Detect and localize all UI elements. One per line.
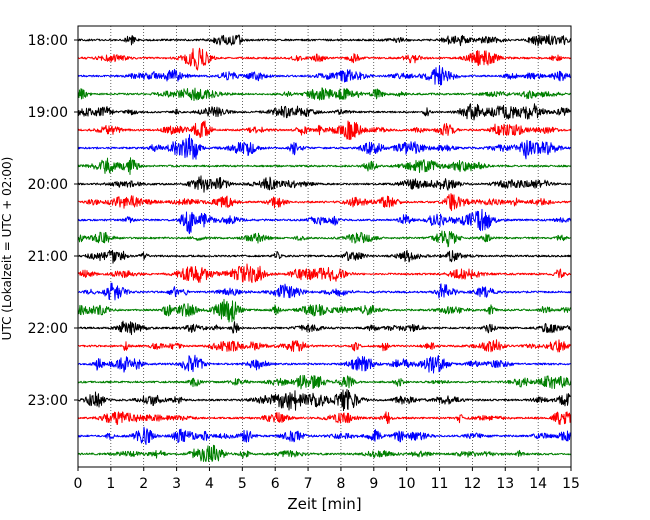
- trace-rows: [77, 34, 572, 462]
- x-tick-label-6: 6: [271, 476, 280, 492]
- trace-row-2100: [77, 249, 572, 264]
- x-axis-ticks: 0 1 2 3 4 5 6 7 8 9 10 11 12 13 14 15: [74, 467, 580, 492]
- trace-row-2245: [77, 374, 572, 390]
- x-tick-label-2: 2: [139, 476, 148, 492]
- y-tick-label-21:00: 21:00: [28, 249, 68, 265]
- trace-row-2000: [77, 175, 572, 193]
- x-tick-label-12: 12: [463, 476, 481, 492]
- y-tick-label-20:00: 20:00: [28, 177, 68, 193]
- x-tick-label-14: 14: [529, 476, 547, 492]
- x-tick-label-9: 9: [369, 476, 378, 492]
- trace-row-2330: [77, 426, 572, 445]
- trace-row-2200: [77, 320, 572, 336]
- trace-row-2230: [77, 354, 572, 374]
- trace-row-2115: [77, 263, 572, 284]
- trace-row-1930: [77, 134, 572, 160]
- trace-row-2345: [77, 444, 572, 462]
- y-axis-label: UTC (Lokalzeit = UTC + 02:00): [0, 157, 14, 341]
- trace-row-1945: [77, 157, 572, 176]
- trace-row-2315: [77, 411, 572, 426]
- x-tick-label-3: 3: [172, 476, 181, 492]
- y-tick-label-18:00: 18:00: [28, 33, 68, 49]
- y-tick-label-23:00: 23:00: [28, 393, 68, 409]
- trace-row-1800: [77, 34, 572, 47]
- x-tick-label-10: 10: [398, 476, 416, 492]
- trace-row-1900: [77, 103, 572, 121]
- x-tick-label-11: 11: [431, 476, 449, 492]
- x-tick-label-5: 5: [238, 476, 247, 492]
- y-tick-label-22:00: 22:00: [28, 321, 68, 337]
- trace-row-2015: [77, 193, 572, 212]
- trace-row-2130: [77, 282, 572, 301]
- x-tick-label-1: 1: [106, 476, 115, 492]
- x-tick-label-7: 7: [304, 476, 313, 492]
- trace-row-1845: [77, 87, 572, 102]
- x-tick-label-0: 0: [74, 476, 83, 492]
- trace-row-2300: [77, 388, 572, 412]
- trace-row-1830: [77, 65, 572, 86]
- x-tick-label-8: 8: [336, 476, 345, 492]
- trace-row-2145: [77, 298, 572, 323]
- trace-row-1915: [77, 120, 572, 141]
- trace-row-2045: [77, 230, 572, 248]
- trace-row-2030: [77, 208, 572, 235]
- trace-row-1815: [77, 47, 572, 71]
- x-tick-label-13: 13: [496, 476, 514, 492]
- y-axis-ticks: 18:00 19:00 20:00 21:00 22:00 23:00: [28, 33, 78, 409]
- x-axis-label: Zeit [min]: [287, 495, 361, 513]
- trace-row-2215: [77, 339, 572, 353]
- plot-frame: [77, 25, 572, 468]
- x-tick-label-4: 4: [205, 476, 214, 492]
- x-tick-label-15: 15: [562, 476, 580, 492]
- y-tick-label-19:00: 19:00: [28, 105, 68, 121]
